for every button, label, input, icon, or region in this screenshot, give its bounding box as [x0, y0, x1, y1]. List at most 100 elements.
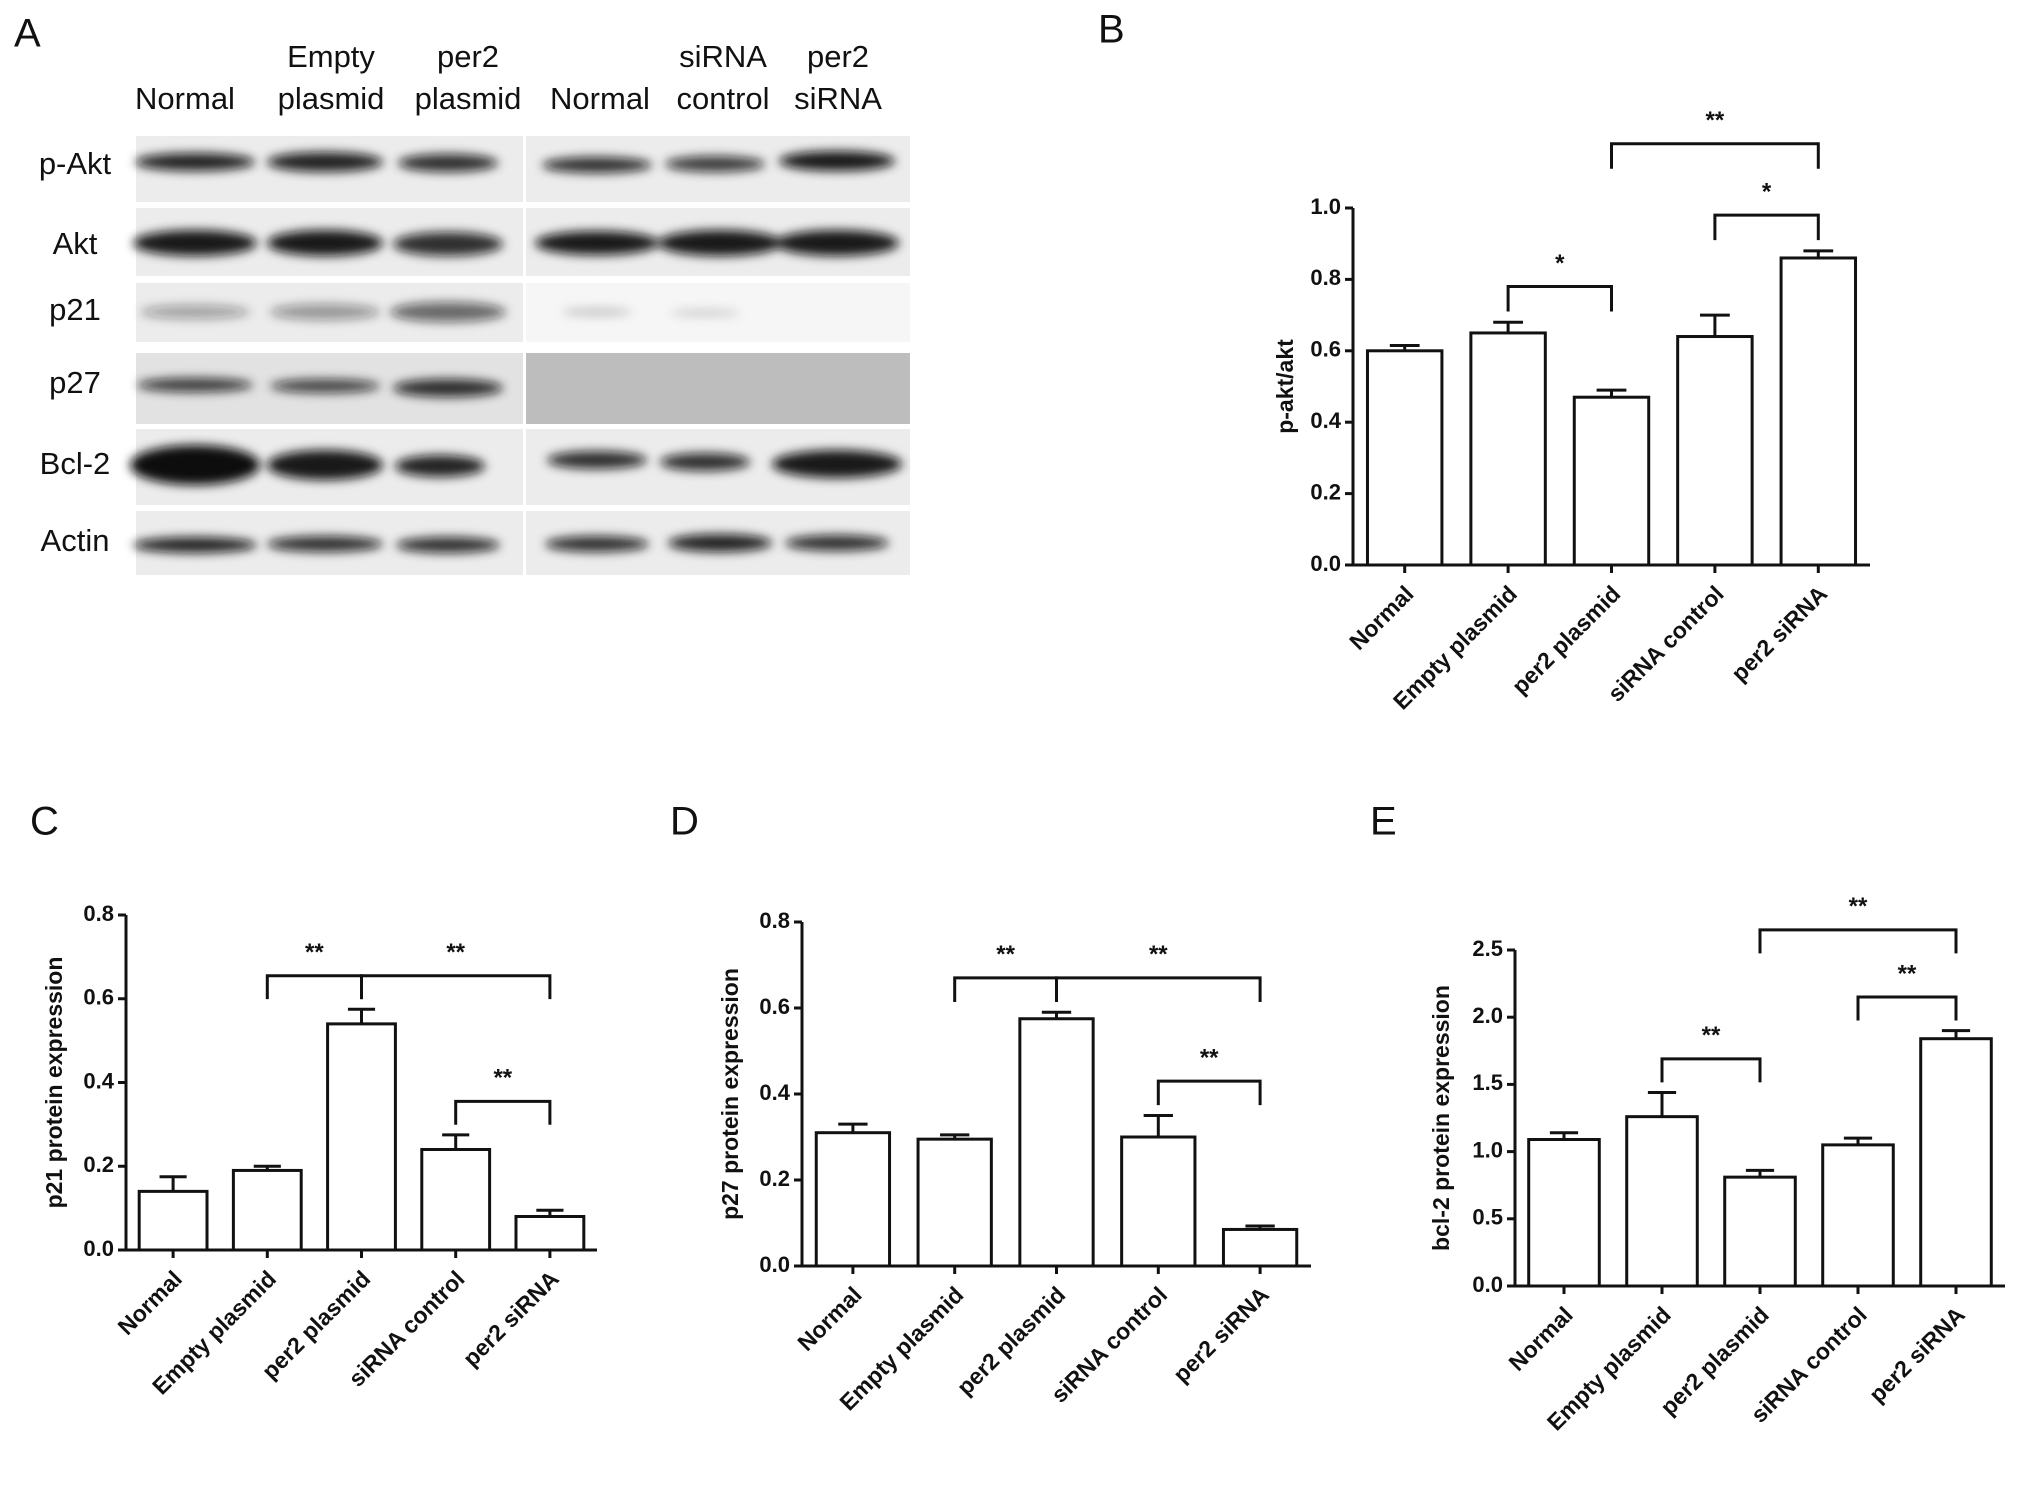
band	[785, 535, 889, 551]
band	[395, 455, 485, 477]
bar	[1919, 1037, 1993, 1288]
band	[135, 153, 255, 171]
lane-label: siRNA	[679, 39, 767, 74]
significance-label: *	[1762, 178, 1772, 205]
significance-bracket	[1506, 285, 1613, 312]
band	[267, 450, 383, 480]
bar	[1723, 1175, 1797, 1288]
lane-label: plasmid	[415, 81, 522, 116]
y-tick-label: 0.2	[83, 1152, 114, 1177]
bar	[1120, 1135, 1197, 1268]
band	[390, 302, 506, 322]
blot-bands	[130, 151, 902, 553]
bar	[1018, 1017, 1095, 1268]
y-tick-label: 0.8	[1310, 265, 1341, 290]
bar	[1365, 349, 1444, 567]
bar-chart: Bp-akt/akt0.00.20.40.60.81.0NormalEmpty …	[1098, 8, 1870, 715]
x-tick-label: per2 siRNA	[1864, 1301, 1970, 1407]
significance-bracket	[1055, 976, 1262, 1002]
significance-bracket	[265, 974, 363, 1000]
y-tick-label: 2.5	[1472, 936, 1503, 961]
significance-bracket	[1758, 928, 1958, 954]
y-tick-label: 0.0	[1310, 551, 1341, 576]
bar	[514, 1215, 586, 1252]
band	[133, 537, 257, 553]
lane-label: per2	[807, 39, 869, 74]
bar	[1676, 335, 1754, 567]
y-tick-label: 0.6	[759, 994, 790, 1019]
x-tick-label: per2 siRNA	[458, 1265, 564, 1371]
y-tick-label: 1.0	[1310, 194, 1341, 219]
bar	[1821, 1143, 1895, 1288]
band	[393, 232, 503, 256]
band	[137, 378, 253, 392]
significance-bracket	[1156, 1079, 1262, 1106]
y-tick-label: 0.6	[83, 985, 114, 1010]
x-tick-label: Normal	[1344, 580, 1418, 654]
significance-bracket	[1856, 995, 1958, 1021]
significance-bracket	[360, 974, 552, 1000]
protein-label: Actin	[41, 523, 110, 558]
bar	[326, 1022, 397, 1252]
y-tick-label: 0.6	[1310, 337, 1341, 362]
band	[660, 453, 750, 471]
bar	[1572, 395, 1651, 567]
blot-panel: A	[14, 12, 910, 575]
panel-label: A	[14, 12, 41, 56]
significance-label: **	[305, 939, 324, 966]
band	[658, 230, 782, 256]
band	[542, 157, 652, 173]
band	[772, 450, 902, 478]
band	[133, 230, 257, 256]
significance-bracket	[454, 1099, 552, 1125]
band	[562, 308, 632, 316]
band	[665, 156, 765, 172]
bar	[420, 1148, 492, 1252]
protein-label: p27	[49, 365, 101, 400]
band	[270, 379, 380, 393]
significance-label: **	[446, 939, 465, 966]
bar	[137, 1189, 209, 1252]
y-axis-label: p-akt/akt	[1272, 339, 1298, 434]
band	[545, 536, 649, 552]
lane-label: Normal	[550, 81, 650, 116]
y-tick-label: 0.0	[83, 1236, 114, 1261]
x-tick-label: per2 siRNA	[1726, 580, 1832, 686]
y-tick-label: 0.4	[759, 1080, 790, 1105]
lane-label: control	[676, 81, 769, 116]
bar	[1221, 1227, 1299, 1268]
significance-label: **	[996, 941, 1015, 968]
bar	[814, 1131, 892, 1268]
panel-label: E	[1370, 800, 1397, 844]
significance-bracket	[1713, 213, 1820, 241]
lane-label: plasmid	[278, 81, 385, 116]
y-tick-label: 0.5	[1472, 1205, 1503, 1230]
significance-bracket	[953, 976, 1058, 1002]
band	[398, 154, 498, 172]
band	[670, 309, 740, 317]
significance-label: **	[1200, 1044, 1219, 1071]
bar	[1779, 256, 1858, 567]
y-axis-label: p27 protein expression	[717, 968, 743, 1220]
panel-label: D	[670, 800, 699, 844]
significance-label: **	[1706, 107, 1725, 134]
bar	[1527, 1138, 1601, 1288]
lane-label: Empty	[287, 39, 375, 74]
x-tick-label: per2 plasmid	[1507, 580, 1626, 699]
y-tick-label: 0.0	[1472, 1272, 1503, 1297]
y-tick-label: 0.4	[83, 1068, 114, 1093]
band	[267, 536, 383, 552]
significance-label: **	[1702, 1022, 1721, 1049]
lane-label: siRNA	[794, 81, 882, 116]
x-tick-label: Normal	[1503, 1301, 1577, 1375]
band	[267, 230, 383, 256]
y-axis-label: p21 protein expression	[41, 957, 67, 1209]
y-tick-label: 0.4	[1310, 408, 1341, 433]
y-tick-label: 0.0	[759, 1252, 790, 1277]
significance-label: **	[1898, 960, 1917, 987]
protein-label: p-Akt	[39, 146, 112, 181]
band	[130, 445, 260, 485]
